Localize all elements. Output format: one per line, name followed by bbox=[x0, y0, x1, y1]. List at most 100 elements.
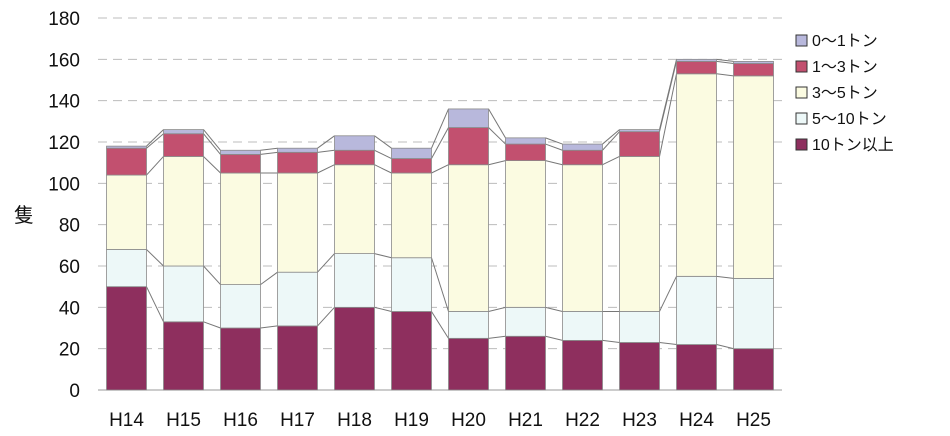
series-connector bbox=[146, 249, 164, 267]
bar-segment bbox=[676, 61, 717, 75]
bar-segment bbox=[562, 164, 603, 312]
bar-segment bbox=[448, 164, 489, 312]
y-axis-label: 隻 bbox=[14, 204, 34, 227]
bar-segment bbox=[106, 249, 147, 288]
series-connector bbox=[602, 156, 620, 166]
legend-swatch bbox=[795, 60, 808, 73]
x-tick-label: H21 bbox=[508, 410, 543, 431]
series-connector bbox=[203, 133, 221, 155]
series-connector bbox=[203, 156, 221, 174]
series-connector-lines bbox=[146, 58, 734, 350]
bar-segment bbox=[220, 172, 261, 285]
y-tick-label: 180 bbox=[48, 9, 80, 30]
series-connector bbox=[146, 129, 164, 147]
bar-segment bbox=[334, 135, 375, 151]
series-connector bbox=[545, 306, 563, 312]
series-connector bbox=[374, 164, 392, 174]
series-connector bbox=[146, 156, 164, 176]
series-connector bbox=[431, 257, 449, 312]
bar-segment bbox=[277, 325, 318, 391]
bar-segment bbox=[277, 172, 318, 273]
series-connector bbox=[659, 73, 677, 157]
bar-segment bbox=[562, 339, 603, 391]
bar-segment bbox=[106, 174, 147, 250]
series-connector bbox=[602, 129, 620, 145]
y-tick-label: 80 bbox=[59, 216, 80, 237]
series-connector bbox=[545, 143, 563, 151]
bar-segment bbox=[163, 321, 204, 391]
bar-segment bbox=[733, 348, 774, 391]
series-connector bbox=[260, 325, 278, 329]
series-connector bbox=[716, 73, 734, 77]
bar-segment bbox=[277, 147, 318, 153]
y-tick-label: 0 bbox=[69, 381, 80, 402]
series-connector bbox=[716, 58, 734, 62]
x-tick-label: H19 bbox=[394, 410, 429, 431]
series-connector bbox=[431, 311, 449, 339]
y-tick-label: 20 bbox=[59, 340, 80, 361]
series-connector bbox=[602, 339, 620, 343]
bar-segment bbox=[619, 131, 660, 157]
bar-segment bbox=[163, 133, 204, 157]
legend-label: 1～3トン bbox=[812, 59, 878, 76]
bar-segment bbox=[391, 147, 432, 159]
series-connector bbox=[659, 59, 677, 130]
bar-segment bbox=[106, 147, 147, 176]
series-connector bbox=[716, 60, 734, 64]
x-tick-label: H25 bbox=[736, 410, 771, 431]
y-tick-label: 120 bbox=[48, 133, 80, 154]
series-connector bbox=[659, 341, 677, 346]
y-tick-label: 100 bbox=[48, 174, 80, 195]
series-connector bbox=[488, 335, 506, 339]
x-tick-label: H24 bbox=[679, 410, 714, 431]
series-connector bbox=[431, 108, 449, 149]
series-connector bbox=[488, 108, 506, 139]
bar-segment bbox=[562, 143, 603, 151]
series-connector bbox=[374, 306, 392, 312]
bar-segment bbox=[277, 271, 318, 327]
series-connector bbox=[260, 147, 278, 151]
series-connector bbox=[317, 149, 335, 153]
bar-segment bbox=[619, 129, 660, 133]
legend-label: 10トン以上 bbox=[812, 136, 894, 154]
series-connector bbox=[659, 276, 677, 312]
bar-segment bbox=[220, 284, 261, 329]
series-connector bbox=[431, 127, 449, 159]
series-connector bbox=[488, 127, 506, 145]
bar-segment bbox=[334, 253, 375, 308]
series-connector bbox=[203, 321, 221, 329]
series-connector bbox=[317, 253, 335, 273]
bar-segment bbox=[505, 335, 546, 391]
bar-segment bbox=[733, 277, 774, 350]
bar-segment bbox=[733, 61, 774, 64]
bar-segment bbox=[448, 337, 489, 391]
bar-segment bbox=[334, 306, 375, 391]
series-connector bbox=[146, 133, 164, 149]
series-connector bbox=[317, 135, 335, 149]
bar-segment bbox=[391, 311, 432, 391]
bar-segment bbox=[505, 306, 546, 337]
bar-segment bbox=[391, 158, 432, 174]
series-connector bbox=[545, 137, 563, 145]
bar-segment bbox=[676, 344, 717, 391]
y-tick-label: 160 bbox=[48, 50, 80, 71]
bar-segment bbox=[163, 156, 204, 267]
x-tick-label: H15 bbox=[166, 410, 201, 431]
bars bbox=[106, 58, 774, 391]
y-tick-label: 140 bbox=[48, 92, 80, 113]
gridlines bbox=[98, 17, 782, 391]
series-connector bbox=[488, 160, 506, 166]
series-connector bbox=[716, 344, 734, 350]
legend-label: 5～10トン bbox=[812, 111, 887, 128]
bar-segment bbox=[448, 127, 489, 166]
series-connector bbox=[260, 151, 278, 155]
series-connector bbox=[203, 265, 221, 285]
bar-segment bbox=[220, 327, 261, 391]
bar-segment bbox=[220, 153, 261, 174]
y-tick-label: 40 bbox=[59, 298, 80, 319]
x-tick-label: H18 bbox=[337, 410, 372, 431]
series-connector bbox=[545, 160, 563, 166]
bar-segment bbox=[676, 73, 717, 277]
series-connector bbox=[374, 149, 392, 159]
